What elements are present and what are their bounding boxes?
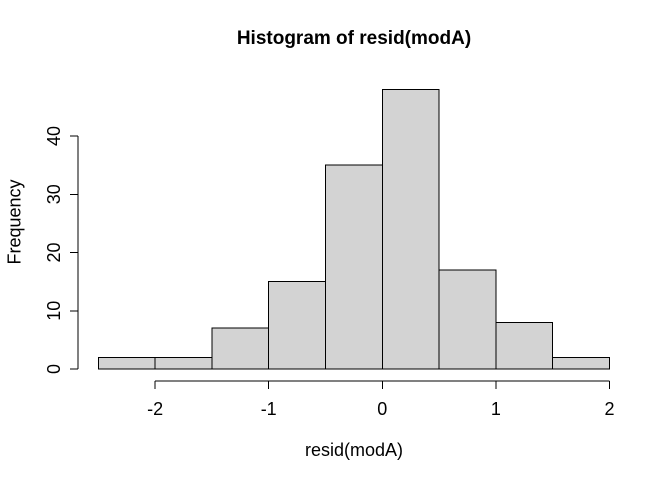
histogram-bar xyxy=(268,281,327,370)
x-axis-label: resid(modA) xyxy=(304,440,404,460)
x-tick-label: -2 xyxy=(147,399,163,419)
histogram-bar xyxy=(381,88,440,370)
plot-title: Histogram of resid(modA) xyxy=(236,28,472,49)
histogram-bar xyxy=(97,356,156,370)
histogram-bar xyxy=(154,356,213,370)
histogram-bar xyxy=(495,321,554,370)
x-tick-label: 1 xyxy=(491,399,501,419)
y-tick-label: 30 xyxy=(44,184,64,204)
x-tick-label: 2 xyxy=(604,399,614,419)
y-tick-label: 10 xyxy=(44,301,64,321)
y-tick-label: 20 xyxy=(44,242,64,262)
y-tick-label: 0 xyxy=(44,364,64,374)
histogram-bar xyxy=(552,356,611,370)
x-tick-label: 0 xyxy=(377,399,387,419)
histogram-bar xyxy=(438,269,497,370)
y-axis-label: Frequency xyxy=(4,179,25,265)
x-tick-label: -1 xyxy=(261,399,277,419)
y-tick-label: 40 xyxy=(44,126,64,146)
histogram-bar xyxy=(325,164,383,370)
histogram-bar xyxy=(211,327,270,370)
